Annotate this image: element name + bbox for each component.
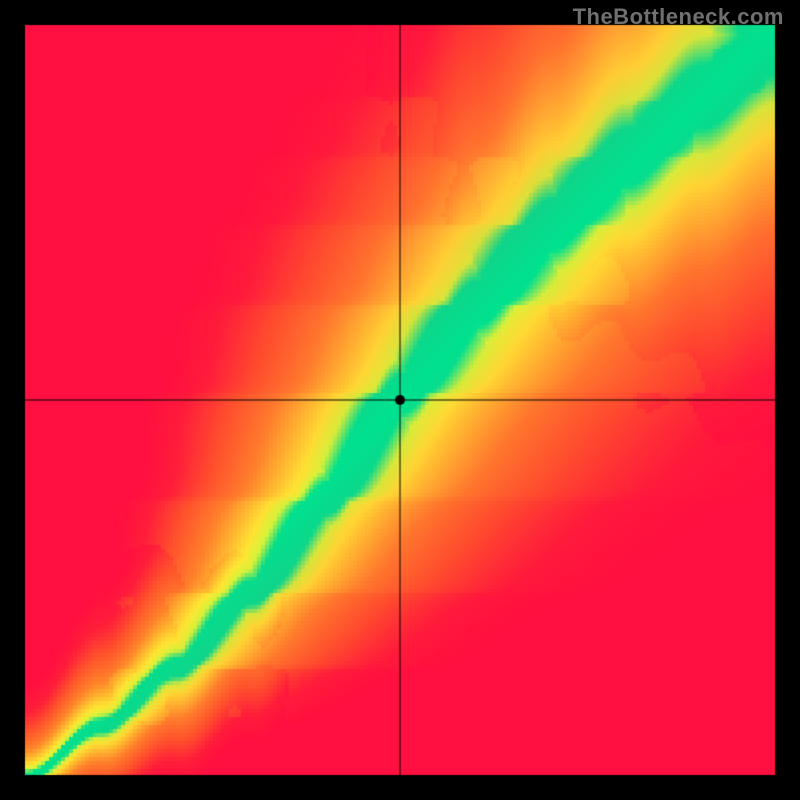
chart-container: { "watermark": { "text": "TheBottleneck.… bbox=[0, 0, 800, 800]
watermark-text: TheBottleneck.com bbox=[573, 4, 784, 30]
bottleneck-heatmap bbox=[0, 0, 800, 800]
